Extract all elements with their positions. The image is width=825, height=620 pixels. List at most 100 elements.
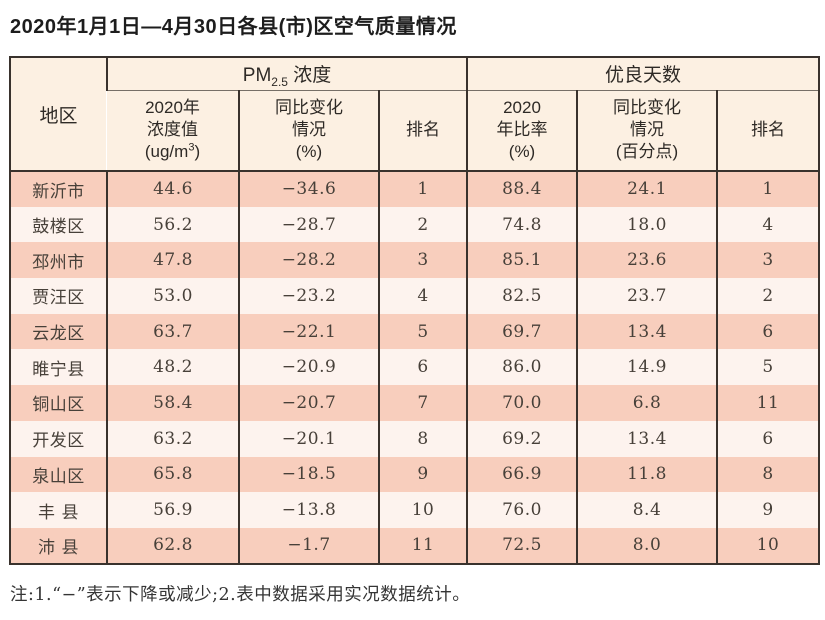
value-cell: 47.8 <box>106 242 239 279</box>
region-cell: 邳州市 <box>10 242 107 279</box>
header-pm-concentration: 2020年 浓度值 (ug/m3) <box>107 90 239 172</box>
region-cell: 丰 县 <box>10 492 107 528</box>
value-cell: 1 <box>716 171 820 207</box>
value-cell: 62.8 <box>106 527 239 564</box>
value-cell: −28.7 <box>238 206 379 243</box>
value-cell: 44.6 <box>106 171 239 207</box>
region-cell: 沛 县 <box>10 527 107 564</box>
value-cell: −22.1 <box>238 313 379 350</box>
pm25-label-sub: 2.5 <box>271 75 288 90</box>
region-cell: 鼓楼区 <box>10 206 107 243</box>
table-row: 新沂市 44.6 −34.6 1 88.4 24.1 1 <box>10 171 820 207</box>
value-cell: 3 <box>377 242 468 279</box>
header-line: 年比率 <box>496 120 548 140</box>
value-cell: 5 <box>716 349 820 386</box>
value-cell: 70.0 <box>466 385 578 421</box>
header-region: 地区 <box>10 57 107 172</box>
value-cell: 69.7 <box>466 313 578 350</box>
table-row: 泉山区 65.8 −18.5 9 66.9 11.8 8 <box>10 456 820 493</box>
header-line: (%) <box>295 142 323 162</box>
value-cell: 9 <box>716 492 820 528</box>
header-gd-change: 同比变化 情况 (百分点) <box>576 90 718 172</box>
value-cell: 11 <box>377 527 468 564</box>
header-line: (%) <box>508 142 536 162</box>
table-row: 睢宁县 48.2 −20.9 6 86.0 14.9 5 <box>10 349 820 386</box>
value-cell: 23.6 <box>576 242 718 279</box>
table-row: 鼓楼区 56.2 −28.7 2 74.8 18.0 4 <box>10 206 820 243</box>
value-cell: 48.2 <box>106 349 239 386</box>
table-row: 邳州市 47.8 −28.2 3 85.1 23.6 3 <box>10 242 820 279</box>
value-cell: 11.8 <box>576 456 718 493</box>
header-line: 同比变化 <box>275 98 343 118</box>
header-pm25-group: PM2.5 浓度 <box>105 57 468 91</box>
value-cell: 11 <box>716 385 820 421</box>
value-cell: 82.5 <box>466 278 578 314</box>
value-cell: 8.0 <box>576 527 718 564</box>
value-cell: −34.6 <box>238 171 379 207</box>
header-gd-ratio: 2020 年比率 (%) <box>466 90 578 172</box>
table-row: 丰 县 56.9 −13.8 10 76.0 8.4 9 <box>10 492 820 528</box>
region-cell: 新沂市 <box>10 171 107 207</box>
pm25-label-pre: PM <box>242 65 272 87</box>
table-header: 地区 PM2.5 浓度 优良天数 2020年 浓度值 (ug/m3) 同比变化 … <box>10 57 820 172</box>
region-cell: 贾汪区 <box>10 278 107 314</box>
unit-sup: 3 <box>188 141 195 154</box>
value-cell: 8.4 <box>576 492 718 528</box>
header-line: 同比变化 <box>613 98 682 118</box>
value-cell: 76.0 <box>466 492 578 528</box>
header-line: 2020年 <box>145 98 200 118</box>
value-cell: 24.1 <box>576 171 718 207</box>
value-cell: 23.7 <box>576 278 718 314</box>
table-body: 新沂市 44.6 −34.6 1 88.4 24.1 1 鼓楼区 56.2 −28.7 2 74.8 1… <box>10 171 820 564</box>
value-cell: 7 <box>377 385 468 421</box>
value-cell: 58.4 <box>106 385 239 421</box>
value-cell: 56.2 <box>106 206 239 243</box>
header-line: 情况 <box>292 120 326 140</box>
header-gd-rank: 排名 <box>716 90 820 172</box>
value-cell: −13.8 <box>238 492 379 528</box>
header-good-days-group: 优良天数 <box>466 57 820 91</box>
value-cell: 14.9 <box>576 349 718 386</box>
value-cell: 72.5 <box>466 527 578 564</box>
air-quality-table: 地区 PM2.5 浓度 优良天数 2020年 浓度值 (ug/m3) 同比变化 … <box>9 56 821 565</box>
value-cell: 10 <box>377 492 468 528</box>
value-cell: −1.7 <box>238 527 379 564</box>
value-cell: 2 <box>716 278 820 314</box>
value-cell: −20.7 <box>238 385 379 421</box>
page-title: 2020年1月1日—4月30日各县(市)区空气质量情况 <box>10 16 457 38</box>
value-cell: 18.0 <box>576 206 718 243</box>
region-cell: 铜山区 <box>10 385 107 421</box>
value-cell: 65.8 <box>106 456 239 493</box>
header-line: 情况 <box>630 120 665 140</box>
table-row: 沛 县 62.8 −1.7 11 72.5 8.0 10 <box>10 527 820 564</box>
region-cell: 云龙区 <box>10 313 107 350</box>
value-cell: 4 <box>716 206 820 243</box>
footnote: 注:1.“−”表示下降或减少;2.表中数据采用实况数据统计。 <box>10 584 471 605</box>
value-cell: −28.2 <box>238 242 379 279</box>
value-cell: 6 <box>716 313 820 350</box>
value-cell: 56.9 <box>106 492 239 528</box>
value-cell: 63.2 <box>106 420 239 457</box>
value-cell: 8 <box>377 420 468 457</box>
table-row: 贾汪区 53.0 −23.2 4 82.5 23.7 2 <box>10 278 820 314</box>
header-row-groups: 地区 PM2.5 浓度 优良天数 <box>10 57 820 172</box>
value-cell: 63.7 <box>106 313 239 350</box>
value-cell: 10 <box>716 527 820 564</box>
header-line: (ug/m3) <box>109 141 236 163</box>
value-cell: 53.0 <box>106 278 239 314</box>
value-cell: 85.1 <box>466 242 578 279</box>
value-cell: 3 <box>716 242 820 279</box>
value-cell: −23.2 <box>238 278 379 314</box>
header-line: 2020 <box>503 98 541 118</box>
region-cell: 睢宁县 <box>10 349 107 386</box>
value-cell: 4 <box>377 278 468 314</box>
value-cell: 86.0 <box>466 349 578 386</box>
value-cell: 74.8 <box>466 206 578 243</box>
pm25-label-post: 浓度 <box>287 65 332 87</box>
value-cell: 13.4 <box>576 420 718 457</box>
value-cell: 66.9 <box>466 456 578 493</box>
value-cell: −20.1 <box>238 420 379 457</box>
value-cell: −20.9 <box>238 349 379 386</box>
value-cell: −18.5 <box>238 456 379 493</box>
value-cell: 1 <box>377 171 468 207</box>
